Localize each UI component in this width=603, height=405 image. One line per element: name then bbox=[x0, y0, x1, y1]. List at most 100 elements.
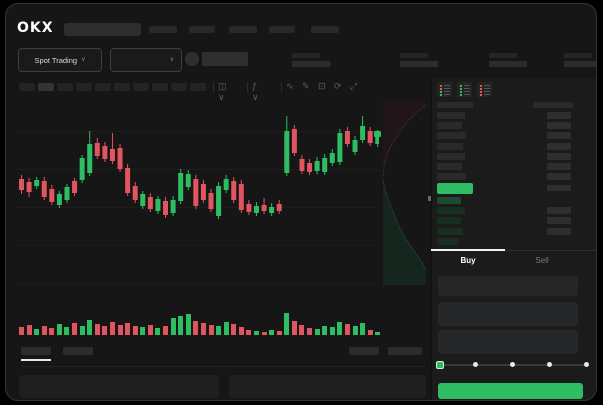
bid-row[interactable] bbox=[431, 217, 596, 225]
ask-row[interactable] bbox=[431, 163, 596, 171]
ob-toggle-line bbox=[483, 91, 490, 93]
timeframe-button[interactable] bbox=[114, 83, 130, 91]
bid-row[interactable] bbox=[431, 197, 596, 205]
ask-row[interactable] bbox=[431, 132, 596, 140]
ask-amount-bar bbox=[547, 132, 571, 140]
refresh-icon[interactable]: ⟳ bbox=[334, 81, 342, 91]
toolbar-divider bbox=[247, 82, 248, 92]
nav-item[interactable] bbox=[269, 26, 295, 33]
slider-stop-dot[interactable] bbox=[510, 362, 515, 367]
percent-slider[interactable] bbox=[436, 361, 589, 369]
screenshot-icon[interactable]: ⊡ bbox=[318, 81, 326, 91]
stat-value-placeholder bbox=[564, 61, 596, 67]
total-field[interactable] bbox=[438, 330, 578, 354]
ob-toggle-cell bbox=[479, 87, 482, 90]
bottom-divider bbox=[21, 366, 426, 367]
volume-bar bbox=[208, 325, 214, 335]
timeframe-button[interactable] bbox=[57, 83, 73, 91]
bid-row[interactable] bbox=[431, 237, 596, 246]
volume-bar bbox=[163, 326, 169, 335]
volume-bar bbox=[64, 327, 70, 335]
nav-item[interactable] bbox=[229, 26, 257, 33]
nav-item[interactable] bbox=[189, 26, 215, 33]
trading-app-window: OKX Spot Trading ∨ ∨ ◫ ∨ ƒ ∨ ∿ ✎ ⊡ ⟳ ⤢ Buy Sel bbox=[5, 3, 597, 401]
bid-row[interactable] bbox=[431, 207, 596, 215]
ob-bids-icon[interactable] bbox=[457, 82, 472, 97]
candle-body bbox=[49, 189, 55, 202]
candle-body bbox=[132, 186, 138, 200]
bottom-action-2[interactable] bbox=[388, 347, 422, 355]
ask-row[interactable] bbox=[431, 122, 596, 130]
bottom-action-1[interactable] bbox=[349, 347, 379, 355]
ob-toggle-line bbox=[463, 85, 470, 87]
timeframe-button[interactable] bbox=[133, 83, 149, 91]
timeframe-button[interactable] bbox=[76, 83, 92, 91]
ask-row[interactable] bbox=[431, 142, 596, 151]
pair-name-placeholder bbox=[202, 52, 248, 66]
slider-stop-dot[interactable] bbox=[473, 362, 478, 367]
volume-bar bbox=[329, 327, 335, 335]
timeframe-button[interactable] bbox=[190, 83, 206, 91]
chevron-down-icon: ∨ bbox=[81, 57, 86, 63]
timeframe-button[interactable] bbox=[19, 83, 35, 91]
candle-body bbox=[352, 140, 358, 152]
candle-body bbox=[253, 206, 259, 213]
price-field[interactable] bbox=[438, 276, 578, 296]
bottom-tab-indicator bbox=[21, 359, 51, 361]
depth-bids-area-line bbox=[382, 179, 427, 271]
volume-bar bbox=[185, 314, 191, 335]
ask-row[interactable] bbox=[431, 152, 596, 161]
volume-bar bbox=[178, 316, 184, 335]
ob-asks-icon[interactable] bbox=[477, 82, 492, 97]
candle-body bbox=[155, 199, 161, 211]
draw-icon[interactable]: ✎ bbox=[302, 81, 310, 91]
coin-avatar bbox=[185, 52, 199, 66]
volume-bar bbox=[261, 332, 267, 335]
bottom-tab-history[interactable] bbox=[63, 347, 93, 355]
last-price-pill[interactable] bbox=[437, 183, 473, 194]
candle-body bbox=[299, 159, 305, 171]
okx-logo[interactable]: OKX bbox=[17, 20, 54, 36]
market-type-dropdown[interactable]: Spot Trading ∨ bbox=[18, 48, 102, 72]
candle-body bbox=[337, 133, 343, 162]
volume-bar bbox=[344, 324, 350, 335]
bid-row[interactable] bbox=[431, 227, 596, 236]
candle-body bbox=[375, 133, 379, 144]
chart-overlay-icon[interactable]: ◫ ∨ bbox=[218, 81, 227, 102]
ask-row[interactable] bbox=[431, 112, 596, 120]
slider-handle[interactable] bbox=[436, 361, 444, 369]
bid-amount-bar bbox=[547, 227, 571, 235]
nav-item[interactable] bbox=[149, 26, 177, 33]
amount-field[interactable] bbox=[438, 302, 578, 326]
ask-price-bar bbox=[437, 112, 465, 119]
volume-bar bbox=[155, 328, 161, 335]
bottom-tab-orders[interactable] bbox=[21, 347, 51, 355]
timeframe-button[interactable] bbox=[152, 83, 168, 91]
timeframe-button[interactable] bbox=[171, 83, 187, 91]
ask-row[interactable] bbox=[431, 173, 596, 181]
search-input[interactable] bbox=[64, 23, 141, 36]
ob-combined-icon[interactable] bbox=[437, 82, 452, 97]
tab-buy[interactable]: Buy bbox=[460, 256, 476, 265]
ob-toggle-cell bbox=[439, 90, 442, 93]
timeframe-button[interactable] bbox=[38, 83, 54, 91]
slider-stop-dot[interactable] bbox=[547, 362, 552, 367]
gridline bbox=[16, 283, 379, 284]
indicators-icon[interactable]: ƒ ∨ bbox=[252, 81, 259, 102]
buy-submit-button[interactable] bbox=[438, 383, 583, 399]
candlestick-chart[interactable] bbox=[16, 99, 379, 293]
nav-item[interactable] bbox=[311, 26, 339, 33]
candle-body bbox=[284, 131, 290, 173]
candle-body bbox=[19, 179, 24, 190]
ob-toggle-line bbox=[443, 91, 450, 93]
compare-icon[interactable]: ∿ bbox=[286, 81, 294, 91]
tab-sell[interactable]: Sell bbox=[535, 256, 549, 265]
pair-dropdown[interactable]: ∨ bbox=[110, 48, 182, 72]
fullscreen-icon[interactable]: ⤢ bbox=[350, 81, 358, 91]
volume-bar bbox=[291, 321, 297, 335]
slider-stop-dot[interactable] bbox=[584, 362, 589, 367]
timeframe-button[interactable] bbox=[95, 83, 111, 91]
candle-body bbox=[140, 194, 146, 206]
volume-bar bbox=[125, 323, 131, 335]
candle-body bbox=[163, 201, 169, 215]
